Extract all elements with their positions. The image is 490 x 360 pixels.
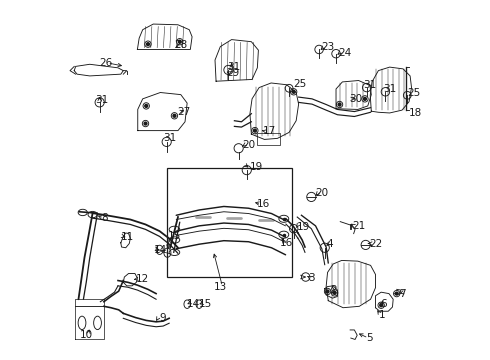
Text: 4: 4 — [326, 239, 333, 249]
Circle shape — [253, 129, 256, 132]
Text: 11: 11 — [121, 232, 134, 242]
Text: 18: 18 — [409, 108, 422, 118]
Text: 7: 7 — [399, 289, 406, 298]
Circle shape — [395, 292, 398, 295]
Circle shape — [292, 90, 295, 93]
Text: 10: 10 — [80, 330, 93, 340]
Text: 28: 28 — [174, 40, 188, 50]
Text: 14: 14 — [186, 299, 200, 309]
Text: 6: 6 — [380, 299, 387, 309]
Text: 19: 19 — [250, 162, 263, 172]
Circle shape — [147, 43, 149, 46]
Text: 5: 5 — [367, 333, 373, 343]
Circle shape — [333, 292, 336, 294]
Text: 3: 3 — [309, 273, 315, 283]
Text: 22: 22 — [369, 239, 382, 249]
Circle shape — [145, 104, 147, 107]
Text: 25: 25 — [294, 79, 307, 89]
Bar — [168, 168, 292, 277]
Circle shape — [173, 114, 176, 117]
Text: 30: 30 — [349, 94, 363, 104]
Text: 8: 8 — [101, 213, 108, 223]
Text: 14: 14 — [154, 245, 167, 255]
Text: 27: 27 — [177, 107, 191, 117]
Text: 24: 24 — [338, 48, 351, 58]
Text: 31: 31 — [383, 84, 396, 94]
Text: 25: 25 — [407, 87, 420, 98]
Text: 26: 26 — [99, 58, 113, 68]
Text: 31: 31 — [163, 133, 176, 143]
Text: 1: 1 — [378, 310, 385, 320]
Text: 15: 15 — [199, 299, 212, 309]
Text: 31: 31 — [364, 80, 377, 90]
Circle shape — [338, 103, 341, 106]
Text: 16: 16 — [257, 199, 270, 209]
Text: 19: 19 — [296, 221, 310, 231]
Text: 16: 16 — [280, 238, 294, 248]
Circle shape — [364, 98, 367, 100]
Text: 29: 29 — [227, 68, 240, 78]
Text: 31: 31 — [95, 95, 108, 104]
Text: 17: 17 — [263, 126, 276, 136]
Text: 9: 9 — [159, 312, 166, 323]
Text: 21: 21 — [352, 221, 366, 231]
Text: 15: 15 — [168, 231, 181, 242]
Circle shape — [326, 290, 329, 293]
Circle shape — [380, 304, 383, 307]
Circle shape — [144, 122, 147, 125]
Text: 31: 31 — [227, 62, 241, 72]
Bar — [257, 133, 280, 145]
Circle shape — [178, 40, 181, 43]
Text: 20: 20 — [316, 188, 329, 198]
Text: 2: 2 — [330, 285, 337, 295]
Text: 20: 20 — [242, 140, 255, 150]
Text: 13: 13 — [214, 282, 227, 292]
Text: 23: 23 — [321, 42, 335, 51]
Text: 12: 12 — [136, 274, 149, 284]
